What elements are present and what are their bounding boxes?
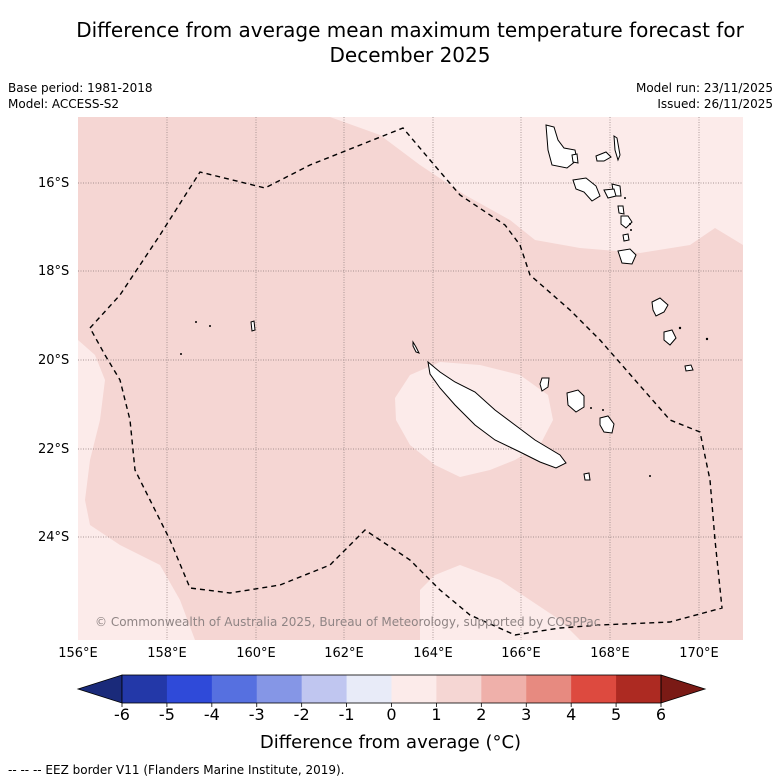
colorbar bbox=[76, 674, 707, 707]
colorbar-segment bbox=[166, 675, 213, 703]
efate-island bbox=[620, 215, 633, 229]
ambae-island bbox=[595, 151, 612, 162]
colorbar-tick-label: 0 bbox=[386, 705, 397, 724]
new-caledonia-main-island bbox=[427, 360, 567, 469]
anomaly-0-1-region-west bbox=[78, 340, 195, 640]
colorbar-high-extension bbox=[660, 674, 707, 704]
colorbar-tick-marks bbox=[121, 703, 662, 707]
colorbar-segments bbox=[122, 675, 662, 703]
colorbar-tick-label: 2 bbox=[476, 705, 487, 724]
map-area bbox=[78, 117, 743, 640]
issued-date: Issued: 26/11/2025 bbox=[657, 97, 773, 111]
colorbar-tick-label: -2 bbox=[293, 705, 310, 724]
ambrym-island bbox=[603, 188, 617, 199]
copyright-watermark: © Commonwealth of Australia 2025, Bureau… bbox=[95, 615, 600, 629]
colorbar-segment bbox=[122, 675, 168, 703]
lon-label-160e: 160°E bbox=[236, 646, 276, 661]
colorbar-segment bbox=[301, 675, 348, 703]
title-line-2: December 2025 bbox=[329, 43, 491, 67]
isle-of-pines bbox=[583, 472, 591, 481]
lon-label-156e: 156°E bbox=[58, 646, 98, 661]
map-title: Difference from average mean maximum tem… bbox=[40, 18, 780, 68]
eez-border bbox=[89, 127, 723, 636]
malo-island bbox=[571, 153, 579, 164]
colorbar-tick-label: 1 bbox=[431, 705, 442, 724]
lon-label-166e: 166°E bbox=[501, 646, 541, 661]
colorbar-segment bbox=[526, 675, 572, 703]
lon-label-158e: 158°E bbox=[147, 646, 187, 661]
eez-footnote: -- -- -- EEZ border V11 (Flanders Marine… bbox=[8, 763, 345, 777]
lifou-island bbox=[566, 389, 585, 413]
colorbar-segment bbox=[211, 675, 258, 703]
malekula-island bbox=[572, 177, 601, 202]
colorbar-segment bbox=[481, 675, 527, 703]
colorbar-label: Difference from average (°C) bbox=[259, 732, 522, 753]
colorbar-segment bbox=[256, 675, 303, 703]
colorbar-tick-label: -5 bbox=[158, 705, 175, 724]
colorbar-segment bbox=[616, 675, 662, 703]
meta-right: Model run: 23/11/2025 Issued: 26/11/2025 bbox=[636, 80, 773, 112]
colorbar-tick-label: -6 bbox=[114, 705, 130, 724]
small-islets bbox=[180, 197, 709, 477]
colorbar-low-extension bbox=[76, 674, 123, 704]
colorbar-segment bbox=[436, 675, 482, 703]
lat-label-18s: 18°S bbox=[38, 264, 70, 279]
colorbar-segment bbox=[391, 675, 437, 703]
ouvea-island bbox=[539, 377, 550, 392]
maewo-island bbox=[613, 135, 621, 162]
base-period: Base period: 1981-2018 bbox=[8, 81, 153, 95]
lon-label-168e: 168°E bbox=[590, 646, 630, 661]
colorbar-tick-label: -4 bbox=[203, 705, 220, 724]
walpole-island bbox=[684, 364, 694, 372]
lat-label-20s: 20°S bbox=[38, 353, 70, 368]
lon-label-170e: 170°E bbox=[679, 646, 719, 661]
model-name: Model: ACCESS-S2 bbox=[8, 97, 120, 111]
erromango-island bbox=[622, 233, 630, 242]
lat-label-16s: 16°S bbox=[38, 176, 70, 191]
anomaly-0-1-region-south bbox=[420, 565, 580, 640]
lat-label-24s: 24°S bbox=[38, 530, 70, 545]
colorbar-tick-label: -1 bbox=[338, 705, 355, 724]
colorbar-segment bbox=[571, 675, 617, 703]
gridlines bbox=[78, 117, 743, 640]
lon-label-162e: 162°E bbox=[324, 646, 364, 661]
matthew-island bbox=[663, 329, 677, 346]
mare-island bbox=[599, 415, 615, 434]
model-run: Model run: 23/11/2025 bbox=[635, 81, 773, 95]
title-line-1: Difference from average mean maximum tem… bbox=[76, 18, 744, 42]
colorbar-tick-label: 6 bbox=[655, 705, 667, 724]
epi-island bbox=[617, 205, 625, 215]
colorbar-segment bbox=[346, 675, 392, 703]
colorbar-tick-label: 4 bbox=[566, 705, 577, 724]
tanna-island bbox=[617, 248, 637, 265]
meta-left: Base period: 1981-2018 Model: ACCESS-S2 bbox=[8, 80, 153, 112]
chesterfield-islands bbox=[250, 320, 256, 332]
colorbar-tick-label: 3 bbox=[521, 705, 532, 724]
hunter-island-group bbox=[651, 297, 669, 317]
land-outlines bbox=[250, 124, 694, 481]
lat-label-22s: 22°S bbox=[38, 442, 70, 457]
colorbar-tick-label: 5 bbox=[610, 705, 622, 724]
lon-label-164e: 164°E bbox=[413, 646, 453, 661]
belep-islands bbox=[412, 340, 420, 354]
colorbar-tick-label: -3 bbox=[248, 705, 265, 724]
anomaly-0-1-region-northeast bbox=[330, 117, 743, 253]
